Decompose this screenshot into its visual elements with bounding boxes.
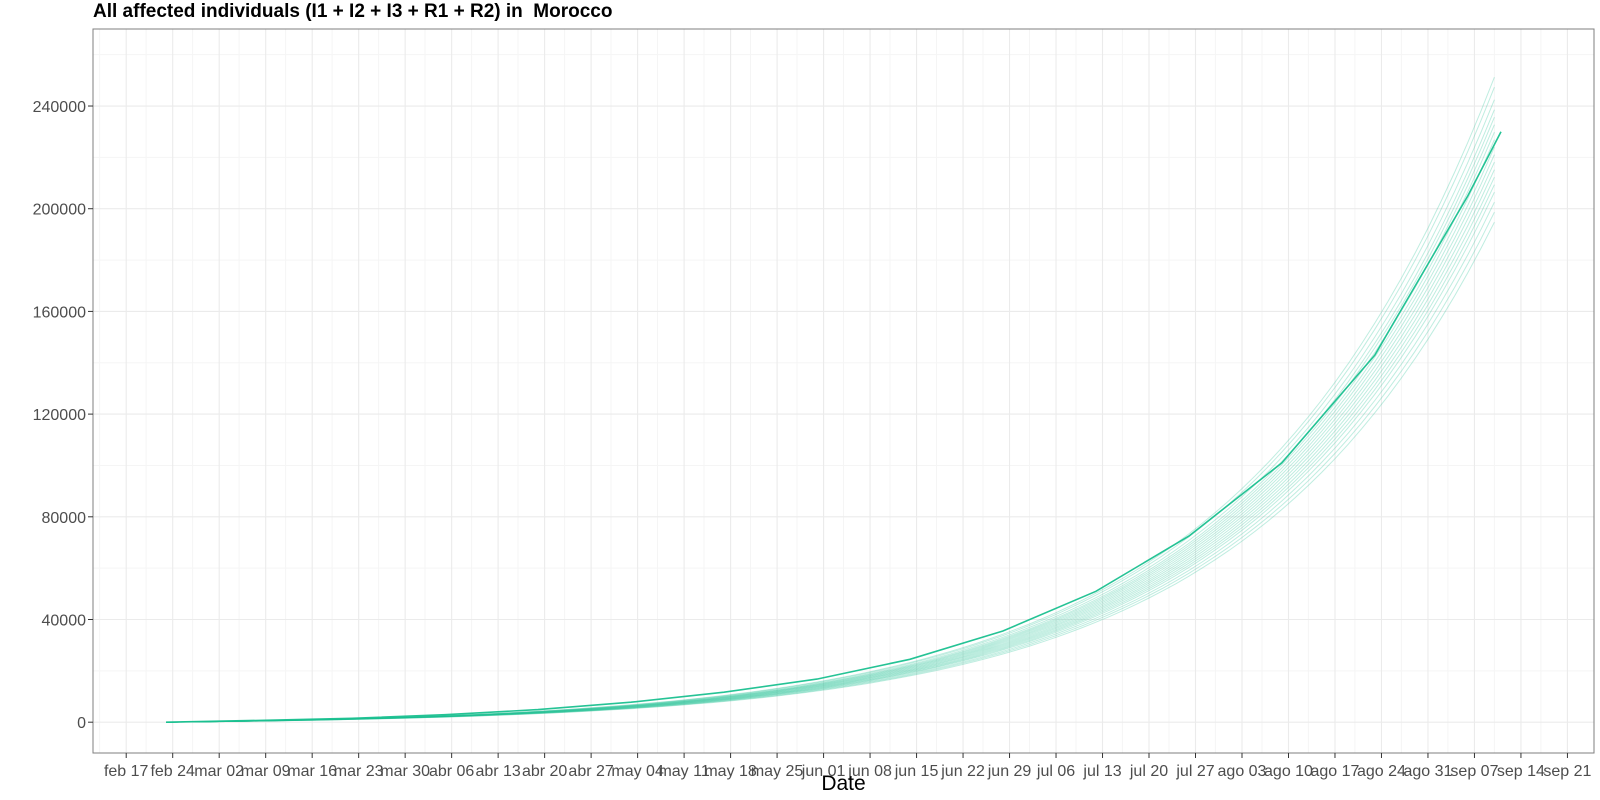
x-tick-label: may 04: [611, 763, 664, 780]
x-tick-label: jun 01: [801, 763, 846, 780]
ensemble-line: [166, 117, 1495, 723]
x-tick-label: may 25: [751, 763, 804, 780]
x-tick-label: mar 23: [334, 763, 384, 780]
ensemble-line: [166, 211, 1495, 723]
ensemble-line: [166, 184, 1495, 723]
ensemble-line: [166, 161, 1495, 723]
ensemble-line: [166, 132, 1495, 723]
x-tick-label: ago 31: [1403, 763, 1452, 780]
x-tick-label: may 18: [704, 763, 757, 780]
panel-border: [92, 28, 1595, 754]
ensemble-line: [166, 124, 1495, 723]
y-tick-label: 200000: [33, 202, 86, 219]
y-tick-label: 120000: [33, 407, 86, 424]
x-tick-label: jun 08: [847, 763, 892, 780]
chart-title: All affected individuals (I1 + I2 + I3 +…: [93, 1, 613, 22]
y-tick-label: 240000: [33, 99, 86, 116]
y-tick-label: 0: [77, 715, 86, 732]
x-tick-label: mar 02: [194, 763, 244, 780]
x-tick-label: jul 13: [1082, 763, 1121, 780]
x-tick-label: sep 14: [1497, 763, 1545, 780]
x-tick-label: ago 10: [1264, 763, 1313, 780]
x-tick-label: abr 27: [568, 763, 613, 780]
x-tick-label: jul 20: [1129, 763, 1168, 780]
ensemble-line: [166, 99, 1495, 723]
ensemble-line: [166, 176, 1495, 723]
x-tick-label: ago 24: [1357, 763, 1406, 780]
x-tick-label: sep 21: [1543, 763, 1591, 780]
y-axis: 0 40000 80000 120000 160000 200000 240000: [33, 99, 93, 732]
y-tick-label: 160000: [33, 304, 86, 321]
x-tick-label: mar 16: [287, 763, 337, 780]
x-tick-label: mar 30: [380, 763, 430, 780]
x-tick-label: feb 17: [104, 763, 149, 780]
x-tick-label: jul 06: [1036, 763, 1075, 780]
major-gridlines: [93, 29, 1594, 753]
ensemble-line: [166, 109, 1495, 723]
ensemble-line: [166, 154, 1495, 723]
x-tick-label: feb 24: [150, 763, 195, 780]
series-lines: [166, 77, 1502, 723]
minor-gridlines: [93, 29, 1594, 753]
x-tick-label: abr 20: [522, 763, 567, 780]
x-tick-label: jun 22: [940, 763, 985, 780]
ensemble-line: [166, 201, 1495, 723]
y-tick-label: 40000: [42, 612, 87, 629]
x-tick-label: may 11: [658, 763, 709, 780]
ensemble-line: [166, 146, 1495, 723]
x-tick-label: jul 27: [1175, 763, 1214, 780]
central-line: [166, 131, 1502, 723]
x-tick-label: jun 15: [894, 763, 939, 780]
ensemble-line: [166, 139, 1495, 723]
x-tick-label: abr 06: [429, 763, 474, 780]
y-tick-label: 80000: [42, 510, 87, 527]
x-tick-label: mar 09: [241, 763, 291, 780]
x-axis-title: Date: [821, 772, 865, 795]
ensemble-line: [166, 87, 1495, 723]
x-tick-label: jun 29: [987, 763, 1032, 780]
ensemble-line: [166, 191, 1495, 723]
x-tick-label: sep 07: [1450, 763, 1498, 780]
ensemble-line: [166, 169, 1495, 723]
x-tick-label: ago 17: [1311, 763, 1360, 780]
x-tick-label: ago 03: [1218, 763, 1267, 780]
ensemble-line: [166, 221, 1495, 723]
x-tick-label: abr 13: [475, 763, 520, 780]
ensemble-line: [166, 77, 1495, 723]
